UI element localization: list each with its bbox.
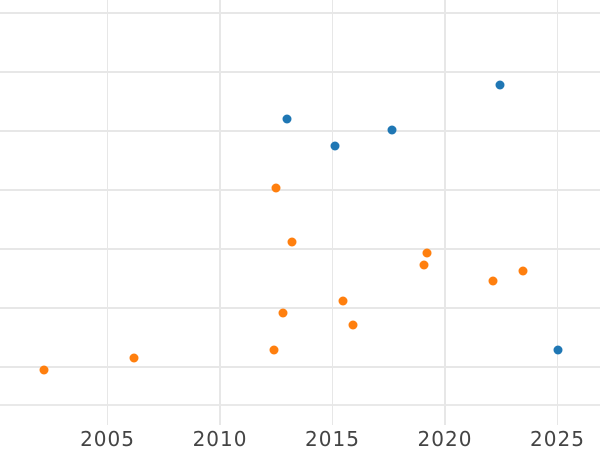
- data-point-series-orange: [422, 248, 432, 258]
- data-point-series-blue: [330, 141, 340, 151]
- data-point-series-orange: [419, 260, 429, 270]
- horizontal-gridline: [0, 130, 600, 132]
- x-tick-label: 2025: [530, 427, 585, 450]
- x-tick-label: 2015: [305, 427, 360, 450]
- x-tick-label: 2010: [192, 427, 248, 450]
- horizontal-gridline: [0, 189, 600, 191]
- data-point-series-orange: [39, 365, 49, 375]
- data-point-series-blue: [387, 125, 397, 135]
- horizontal-gridline: [0, 12, 600, 14]
- data-point-series-orange: [338, 296, 348, 306]
- x-axis: 2005 2010 2015 2020 2025: [0, 426, 600, 450]
- vertical-gridline: [331, 0, 334, 425]
- x-axis-baseline: [0, 404, 600, 406]
- data-point-series-blue: [495, 80, 505, 90]
- vertical-gridline: [444, 0, 446, 425]
- data-point-series-orange: [518, 266, 528, 276]
- horizontal-gridline: [0, 307, 600, 309]
- vertical-gridline: [106, 0, 109, 425]
- data-point-series-orange: [348, 320, 358, 329]
- data-point-series-orange: [278, 308, 288, 318]
- vertical-gridline: [219, 0, 221, 425]
- data-point-series-orange: [269, 345, 279, 355]
- horizontal-gridline: [0, 366, 600, 368]
- data-point-series-orange: [488, 276, 498, 286]
- x-tick-label: 2020: [417, 427, 473, 450]
- data-point-series-blue: [282, 114, 292, 124]
- x-tick-label: 2005: [80, 427, 135, 450]
- horizontal-gridline: [0, 248, 600, 250]
- data-point-series-orange: [287, 237, 297, 247]
- vertical-gridline: [556, 0, 559, 425]
- data-point-series-blue: [553, 345, 563, 355]
- horizontal-gridline: [0, 71, 600, 73]
- plot-area: [0, 0, 600, 425]
- data-point-series-orange: [271, 183, 281, 193]
- data-point-series-orange: [129, 353, 139, 363]
